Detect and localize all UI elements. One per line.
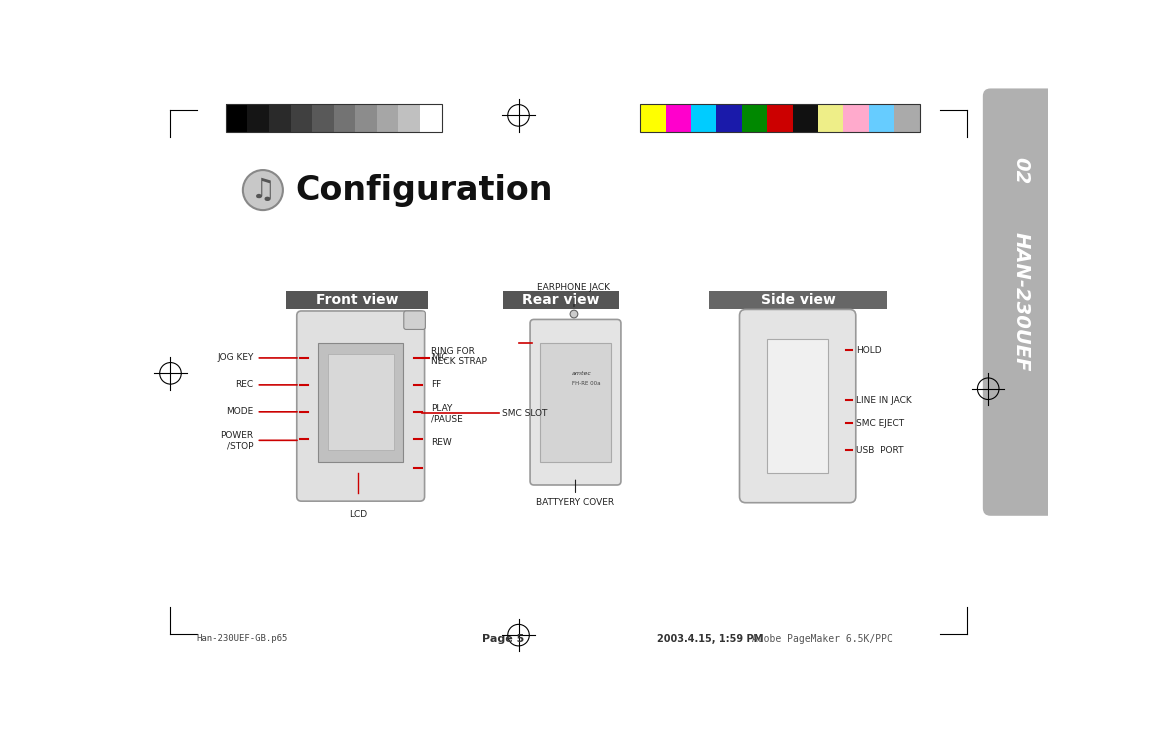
Bar [291, 104, 312, 132]
Bar [767, 104, 793, 132]
Text: 02: 02 [1011, 157, 1030, 184]
Text: Adobe PageMaker 6.5K/PPC: Adobe PageMaker 6.5K/PPC [745, 634, 892, 644]
FancyBboxPatch shape [739, 310, 856, 503]
Text: 2003.4.15, 1:59 PM: 2003.4.15, 1:59 PM [658, 634, 764, 644]
Bar [666, 104, 691, 132]
Bar [334, 104, 355, 132]
Text: SMC SLOT: SMC SLOT [501, 409, 547, 418]
Text: Side view: Side view [760, 293, 835, 307]
Circle shape [243, 170, 283, 210]
Text: Han-230UEF-GB.p65: Han-230UEF-GB.p65 [196, 635, 288, 643]
Text: BATTYERY COVER: BATTYERY COVER [536, 480, 614, 507]
Bar [225, 104, 248, 132]
Bar [319, 343, 403, 462]
Text: FF: FF [424, 380, 442, 389]
FancyBboxPatch shape [404, 311, 425, 329]
Bar [248, 104, 269, 132]
Bar [869, 104, 895, 132]
Bar [742, 104, 767, 132]
Text: Configuration: Configuration [296, 174, 552, 206]
Bar [691, 104, 716, 132]
Bar [225, 104, 442, 132]
Text: ♫: ♫ [250, 176, 276, 204]
Text: FH-RE 00a: FH-RE 00a [571, 381, 600, 386]
Bar [716, 104, 742, 132]
FancyBboxPatch shape [297, 311, 425, 501]
Bar [843, 104, 869, 132]
Text: REW: REW [424, 438, 452, 447]
Bar [709, 291, 887, 310]
Text: REC: REC [236, 380, 297, 389]
FancyBboxPatch shape [530, 319, 621, 485]
Text: LINE IN JACK: LINE IN JACK [856, 396, 911, 405]
Bar [640, 104, 919, 132]
Text: amtec: amtec [571, 371, 591, 376]
Bar [895, 104, 919, 132]
Text: Rear view: Rear view [522, 293, 599, 307]
Bar [503, 291, 619, 310]
Text: MIC: MIC [424, 354, 447, 363]
Text: LCD: LCD [349, 511, 368, 520]
Bar [420, 104, 442, 132]
Bar [818, 104, 843, 132]
Bar [327, 354, 394, 450]
Bar [793, 104, 818, 132]
Text: Front view: Front view [315, 293, 398, 307]
Text: EARPHONE JACK: EARPHONE JACK [537, 284, 611, 307]
Text: PLAY
/PAUSE: PLAY /PAUSE [424, 404, 463, 423]
Text: RING FOR: RING FOR [431, 347, 474, 356]
Text: JOG KEY: JOG KEY [217, 354, 297, 363]
Bar [269, 104, 291, 132]
Bar [312, 104, 334, 132]
Text: SMC EJECT: SMC EJECT [856, 419, 904, 428]
Text: HOLD: HOLD [856, 346, 882, 354]
Bar [398, 104, 420, 132]
Text: NECK STRAP: NECK STRAP [431, 357, 487, 366]
FancyBboxPatch shape [982, 88, 1056, 516]
Text: POWER
/STOP: POWER /STOP [221, 430, 297, 450]
Bar [355, 104, 377, 132]
Text: USB  PORT: USB PORT [856, 446, 903, 455]
Text: Page 5: Page 5 [482, 634, 524, 644]
Bar [767, 339, 828, 473]
Bar [540, 343, 611, 462]
Bar [377, 104, 398, 132]
Text: HAN-230UEF: HAN-230UEF [1011, 232, 1030, 372]
Bar [640, 104, 666, 132]
Circle shape [570, 310, 578, 318]
Text: MODE: MODE [227, 408, 297, 416]
Bar [286, 291, 427, 310]
